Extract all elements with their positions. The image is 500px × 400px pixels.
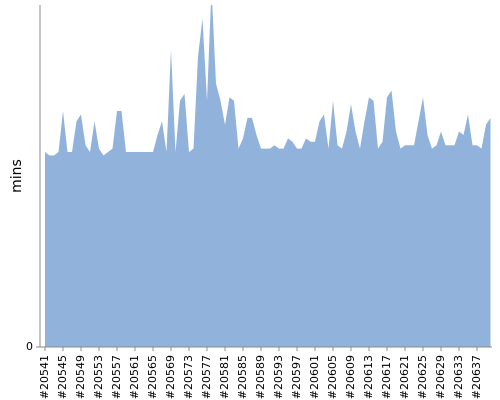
- x-tick-label: #20637: [470, 355, 483, 399]
- x-tick-label: #20569: [164, 355, 177, 399]
- x-tick-label: #20609: [344, 355, 357, 399]
- x-tick-label: #20597: [290, 355, 303, 399]
- x-tick-label: #20589: [254, 355, 267, 399]
- x-tick-label: #20541: [38, 355, 51, 399]
- x-tick-label: #20601: [308, 355, 321, 399]
- x-tick-label: #20621: [398, 355, 411, 399]
- y-axis-label: mins: [9, 159, 25, 193]
- area: [45, 5, 491, 347]
- x-tick-label: #20625: [416, 355, 429, 399]
- x-tick-label: #20629: [434, 355, 447, 399]
- x-tick-label: #20553: [92, 355, 105, 399]
- x-tick-label: #20581: [218, 355, 231, 399]
- x-tick-label: #20593: [272, 355, 285, 399]
- x-tick-label: #20613: [362, 355, 375, 399]
- x-tick-label: #20605: [326, 355, 339, 399]
- x-tick-label: #20633: [452, 355, 465, 399]
- x-tick-label: #20549: [74, 355, 87, 399]
- x-tick-label: #20573: [182, 355, 195, 399]
- x-tick-label: #20617: [380, 355, 393, 399]
- x-tick-label: #20565: [146, 355, 159, 399]
- x-tick-label: #20561: [128, 355, 141, 399]
- x-tick-label: #20557: [110, 355, 123, 399]
- x-tick-label: #20585: [236, 355, 249, 399]
- x-tick-label: #20577: [200, 355, 213, 399]
- x-tick-label: #20545: [56, 355, 69, 399]
- y-tick-label: 0: [26, 340, 33, 353]
- plot-area: [45, 5, 491, 347]
